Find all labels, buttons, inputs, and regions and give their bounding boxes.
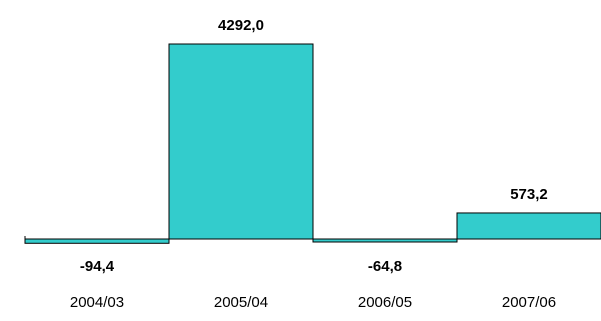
x-tick-label: 2006/05 (358, 294, 412, 311)
data-label: 4292,0 (218, 17, 264, 34)
bar-2004-03 (24, 238, 170, 244)
x-tick-label: 2007/06 (502, 294, 556, 311)
x-tick-label: 2004/03 (70, 294, 124, 311)
data-label: -94,4 (80, 258, 115, 275)
data-label: 573,2 (510, 186, 548, 203)
bar-2007-06 (456, 212, 601, 240)
bar-2005-04 (168, 43, 314, 240)
x-tick-label: 2005/04 (214, 294, 268, 311)
data-label: -64,8 (368, 258, 402, 275)
